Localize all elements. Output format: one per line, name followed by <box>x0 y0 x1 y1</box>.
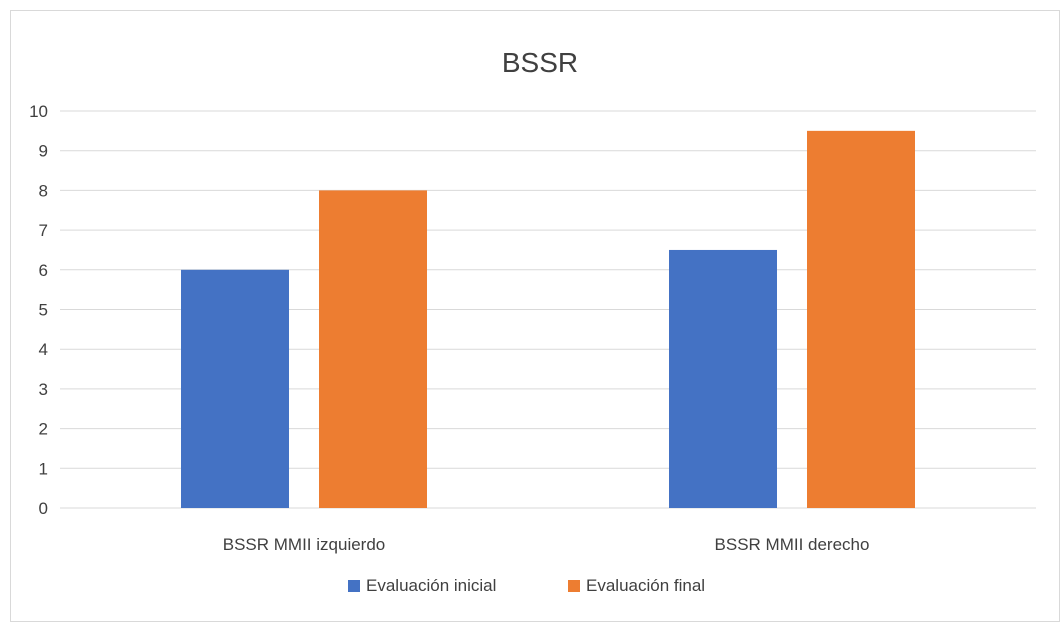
legend: Evaluación inicial Evaluación final <box>348 576 705 595</box>
x-category-label: BSSR MMII derecho <box>715 535 870 554</box>
bar-evaluacion-inicial-1 <box>669 249 777 508</box>
y-tick-label: 3 <box>39 380 48 399</box>
legend-label: Evaluación final <box>586 576 705 595</box>
y-tick-label: 9 <box>39 142 48 161</box>
y-tick-label: 1 <box>39 459 48 478</box>
bar-evaluacion-inicial-0 <box>181 269 289 508</box>
legend-swatch <box>348 580 360 592</box>
legend-label: Evaluación inicial <box>366 576 496 595</box>
y-tick-label: 7 <box>39 221 48 240</box>
bars <box>181 130 915 508</box>
y-axis-ticks: 0 1 2 3 4 5 6 7 8 9 10 <box>29 102 48 518</box>
y-tick-label: 5 <box>39 301 48 320</box>
x-axis-categories: BSSR MMII izquierdo BSSR MMII derecho <box>223 535 870 554</box>
x-category-label: BSSR MMII izquierdo <box>223 535 386 554</box>
bar-evaluacion-final-1 <box>807 130 915 508</box>
y-tick-label: 8 <box>39 181 48 200</box>
y-tick-label: 10 <box>29 102 48 121</box>
bar-evaluacion-final-0 <box>319 190 427 508</box>
chart-title: BSSR <box>502 47 578 78</box>
legend-swatch <box>568 580 580 592</box>
y-tick-label: 0 <box>39 499 48 518</box>
y-tick-label: 2 <box>39 420 48 439</box>
y-tick-label: 4 <box>39 340 48 359</box>
y-tick-label: 6 <box>39 261 48 280</box>
